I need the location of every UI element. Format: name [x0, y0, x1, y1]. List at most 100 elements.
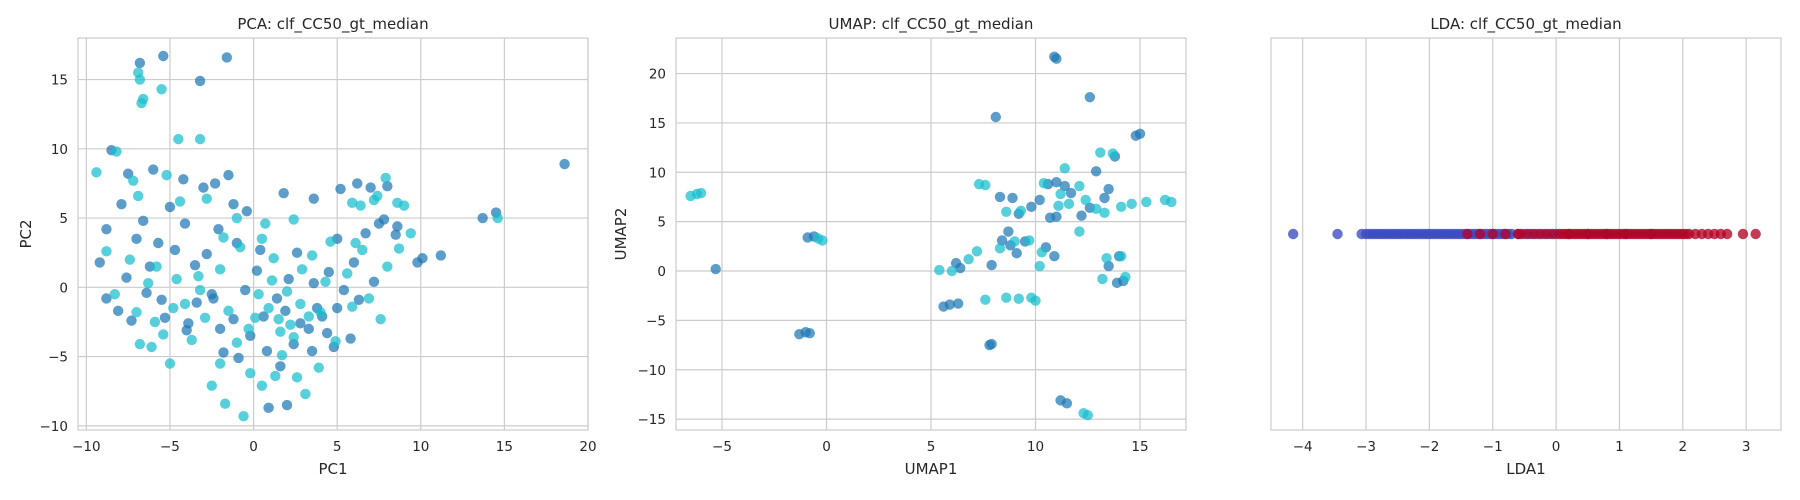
chart-title: PCA: clf_CC50_gt_median [237, 15, 428, 34]
data-point [1007, 192, 1018, 204]
subplot-1: −10 −5 0 5 10 15 20 −10 −5 0 5 10 15 PCA: clf_CC50_gt… [17, 15, 597, 478]
data-point [228, 313, 239, 325]
data-point [94, 257, 105, 268]
x-tick-label: 3 [1742, 439, 1751, 455]
data-point [136, 97, 147, 109]
data-point [173, 133, 184, 145]
x-tick-label: 5 [927, 439, 936, 455]
data-point [194, 75, 206, 87]
data-point [253, 289, 264, 300]
x-tick-label: −3 [1356, 439, 1376, 455]
data-point [283, 273, 294, 285]
data-point [1034, 260, 1045, 272]
data-point [148, 164, 159, 175]
data-point [243, 323, 254, 335]
data-point [1036, 247, 1047, 258]
data-point [342, 268, 353, 279]
data-point [1049, 251, 1060, 262]
data-point [1001, 292, 1012, 303]
series-2 [1462, 228, 1761, 240]
data-point [1107, 148, 1119, 159]
data-point [91, 167, 102, 178]
data-point [183, 318, 194, 329]
data-point [331, 302, 343, 314]
data-point [363, 293, 375, 304]
data-point [1120, 271, 1131, 283]
data-point [1750, 228, 1761, 240]
data-point [986, 259, 997, 271]
data-point [213, 223, 224, 235]
data-point [1474, 228, 1486, 240]
data-point [199, 312, 211, 324]
data-point [994, 191, 1006, 203]
y-tick-label: −10 [638, 363, 667, 379]
axes-frame [675, 37, 1187, 431]
data-point [164, 201, 176, 213]
y-tick-label: −5 [48, 350, 68, 366]
data-point [171, 273, 182, 285]
data-point [382, 261, 393, 272]
data-point [194, 133, 206, 145]
data-point [186, 334, 197, 346]
x-axis-label: PC1 [318, 460, 347, 478]
data-point [365, 182, 376, 193]
data-point [1076, 210, 1087, 221]
y-axis-label: UMAP2 [612, 208, 630, 261]
data-point [275, 361, 286, 372]
data-point [270, 370, 281, 382]
data-point [255, 244, 266, 256]
data-point [1141, 196, 1152, 208]
data-point [1009, 236, 1020, 247]
data-point [1099, 207, 1110, 218]
y-tick-label: −15 [638, 412, 667, 428]
data-point [1090, 203, 1102, 215]
data-point [303, 323, 314, 335]
data-point [1287, 228, 1299, 240]
data-point [191, 297, 202, 308]
data-point [963, 253, 974, 265]
data-point [315, 307, 326, 318]
data-point [275, 326, 286, 337]
data-point [994, 243, 1006, 254]
data-point [392, 221, 403, 232]
data-point [1166, 196, 1177, 208]
data-point [121, 272, 132, 283]
data-point [368, 194, 380, 206]
data-point [1095, 147, 1106, 158]
data-point [124, 254, 136, 265]
data-point [146, 341, 157, 353]
data-point [278, 187, 289, 199]
data-point [347, 197, 358, 209]
y-tick-label: 20 [649, 67, 666, 83]
data-point [280, 305, 291, 317]
x-axis-label: LDA1 [1506, 460, 1545, 478]
data-point [198, 182, 209, 193]
data-point [804, 328, 815, 339]
data-point [986, 338, 997, 350]
data-point [990, 111, 1001, 123]
data-point [223, 305, 234, 317]
x-tick-label: −2 [1419, 439, 1439, 455]
data-point [360, 228, 371, 239]
data-point [141, 287, 152, 299]
data-point [295, 298, 306, 310]
data-point [1097, 273, 1108, 285]
data-point [134, 74, 146, 85]
data-point [261, 345, 273, 357]
data-point [127, 175, 139, 186]
data-point [161, 169, 172, 181]
y-tick-label: 0 [59, 280, 68, 296]
axes-frame [1270, 37, 1782, 431]
data-point [206, 380, 217, 391]
data-point [348, 257, 360, 268]
data-point [350, 237, 361, 249]
data-point [1053, 200, 1064, 212]
data-point [996, 235, 1008, 246]
x-tick-label: 10 [412, 439, 429, 455]
data-point [1332, 228, 1343, 240]
data-point [131, 307, 142, 318]
data-point [228, 199, 239, 210]
data-point [335, 183, 346, 195]
data-point [1126, 198, 1137, 210]
